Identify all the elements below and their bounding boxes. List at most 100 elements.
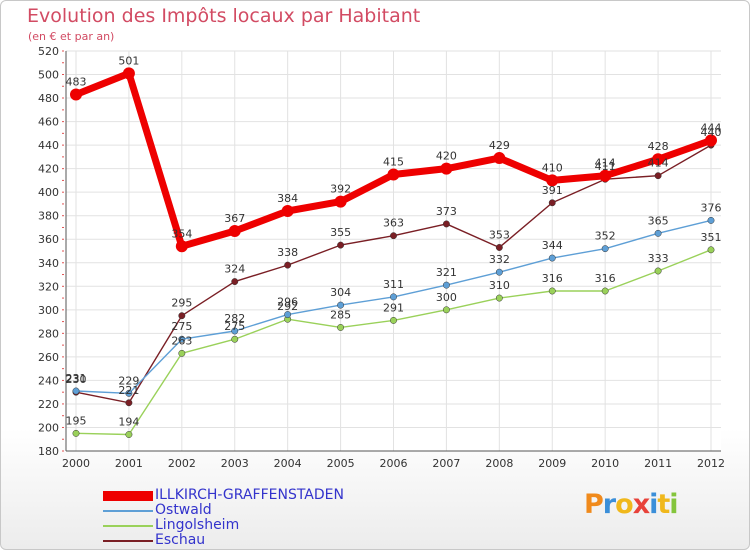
data-label: 411 [595,160,616,173]
data-point [707,246,715,254]
data-point [337,301,345,309]
x-tick-label: 2009 [538,457,566,470]
data-point [705,134,717,147]
y-tick-label: 320 [38,280,59,293]
data-point [654,172,662,180]
legend-label-ostwald: Ostwald [155,502,212,518]
data-point [281,205,294,217]
data-point [228,225,241,237]
data-point [495,294,503,302]
data-label: 352 [595,230,616,243]
data-label: 392 [330,183,351,196]
data-point [652,153,665,166]
data-label: 355 [330,226,351,239]
data-label: 351 [701,231,722,244]
data-point [72,429,80,437]
data-label: 373 [436,205,457,218]
data-label: 415 [383,156,404,169]
legend-swatch-illkirch [103,491,153,501]
data-label: 376 [701,201,722,214]
legend-label-illkirch: ILLKIRCH-GRAFFENSTADEN [155,487,344,503]
y-tick-label: 400 [38,186,59,199]
data-point [175,240,188,253]
data-label: 332 [489,253,510,266]
data-point [387,168,400,181]
legend-swatch-lingolsheim [103,525,153,527]
legend-label-lingolsheim: Lingolsheim [155,517,240,533]
x-tick-label: 2005 [327,457,355,470]
data-label: 316 [542,272,563,285]
data-label: 285 [330,308,351,321]
data-point [70,88,82,101]
data-label: 429 [489,139,510,152]
data-label: 391 [542,184,563,197]
data-label: 363 [383,217,404,230]
y-tick-label: 280 [38,327,59,340]
x-tick-label: 2000 [62,457,90,470]
data-label: 333 [648,252,669,265]
data-label: 282 [224,312,245,325]
data-label: 311 [383,278,404,291]
data-label: 365 [648,214,669,227]
data-point [442,306,450,314]
data-point [122,67,135,80]
logo-letter: o [615,489,634,520]
legend-swatch-ostwald [103,510,153,512]
data-point [707,216,715,224]
data-label: 440 [701,126,722,139]
data-point [231,327,239,335]
data-label: 291 [383,301,404,314]
data-label: 420 [436,150,457,163]
data-label: 501 [118,54,139,67]
data-point [390,316,397,324]
logo-letter: r [602,489,616,520]
data-point [442,281,450,289]
data-label: 338 [277,246,298,259]
data-point [334,195,347,208]
x-tick-label: 2007 [432,457,460,470]
y-tick-label: 380 [38,210,59,223]
data-label: 221 [118,384,139,397]
y-tick-label: 520 [38,45,59,58]
data-label: 414 [595,157,616,170]
chart-subtitle: (en € et par an) [28,30,115,43]
data-label: 231 [66,372,87,385]
logo-letter: P [584,489,604,520]
data-label: 344 [542,239,563,252]
y-tick-label: 420 [38,163,59,176]
data-label: 483 [66,76,87,89]
data-point [546,174,559,187]
data-point [654,267,662,275]
data-label: 304 [330,286,351,299]
data-point [495,244,503,251]
data-point [654,229,662,237]
data-point [390,232,397,240]
data-point [601,287,609,295]
y-tick-label: 440 [38,139,59,152]
data-label: 384 [277,192,298,205]
data-point [601,245,609,253]
legend-swatch-eschau [103,540,153,542]
data-point [178,349,186,357]
data-point [125,431,133,438]
x-tick-label: 2002 [168,457,196,470]
data-label: 296 [277,296,298,309]
data-point [231,335,239,343]
y-tick-label: 500 [38,69,59,82]
data-point [440,162,453,175]
data-label: 324 [224,263,245,276]
data-point [178,312,186,320]
data-point [442,220,450,228]
logo-letter: t [657,489,670,520]
data-label: 275 [171,320,192,333]
y-tick-label: 360 [38,233,59,246]
logo-letter: x [632,489,650,520]
data-point [548,199,556,207]
data-label: 428 [648,140,669,153]
data-point [599,169,612,182]
x-tick-label: 2004 [274,457,302,470]
x-tick-label: 2011 [644,457,672,470]
data-label: 367 [224,212,245,225]
y-tick-label: 300 [38,304,59,317]
